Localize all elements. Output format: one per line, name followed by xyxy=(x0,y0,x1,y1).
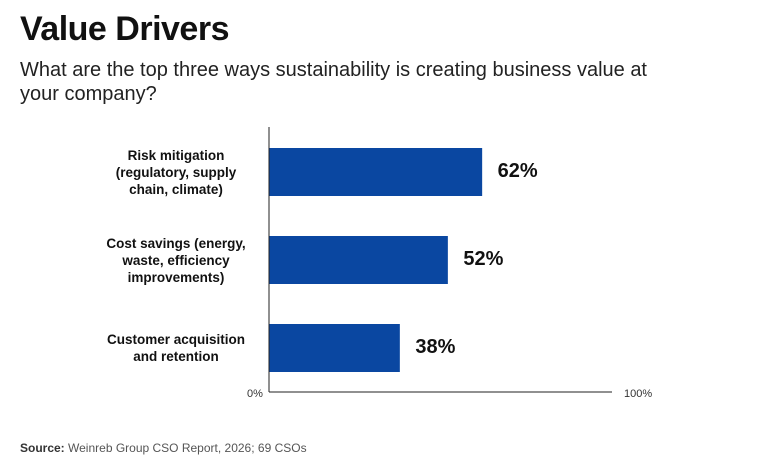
source-note: Source: Weinreb Group CSO Report, 2026; … xyxy=(20,441,307,455)
bar-1 xyxy=(269,236,448,284)
category-label-1: Cost savings (energy, waste, efficiency im… xyxy=(96,235,256,286)
value-label-0: 62% xyxy=(497,160,538,182)
source-text: Weinreb Group CSO Report, 2026; 69 CSOs xyxy=(64,441,307,455)
category-label-2: Customer acquisition and retention xyxy=(96,331,256,365)
category-label-line: waste, efficiency xyxy=(122,252,230,268)
bar-2 xyxy=(269,324,400,372)
chart-subtitle: What are the top three ways sustainabili… xyxy=(20,59,647,105)
chart-title: Value Drivers xyxy=(20,10,229,48)
source-prefix: Source: xyxy=(20,441,65,455)
category-label-0: Risk mitigation (regulatory, supply chain,… xyxy=(96,147,256,198)
value-label-1: 52% xyxy=(463,248,504,270)
x-axis-tick-0: 0% xyxy=(247,388,263,400)
category-label-line: Customer acquisition xyxy=(106,332,246,347)
category-label-line: Risk mitigation xyxy=(127,147,225,163)
category-label-line: and retention xyxy=(133,349,219,364)
category-label-line: Cost savings (energy, xyxy=(106,235,246,251)
category-label-line: chain, climate) xyxy=(129,181,223,197)
category-label-line: improvements) xyxy=(127,269,225,285)
value-label-2: 38% xyxy=(415,336,456,358)
x-axis-tick-100: 100% xyxy=(624,388,653,400)
category-label-line: (regulatory, supply xyxy=(115,164,237,180)
bar-0 xyxy=(269,148,483,196)
